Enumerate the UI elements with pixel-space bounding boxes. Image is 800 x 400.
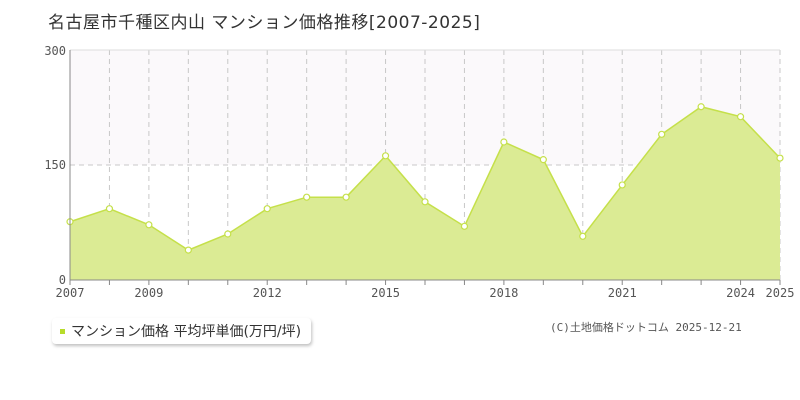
chart-title: 名古屋市千種区内山 マンション価格推移[2007-2025]	[48, 13, 481, 33]
data-point	[421, 198, 429, 206]
data-point	[224, 230, 232, 238]
x-tick-label: 2007	[56, 286, 85, 300]
data-point	[342, 193, 350, 201]
x-tick-label: 2009	[134, 286, 163, 300]
x-tick-label: 2024	[726, 286, 755, 300]
legend-swatch	[60, 328, 65, 334]
area-fill	[70, 106, 780, 280]
legend: マンション価格 平均坪単価(万円/坪)	[52, 318, 312, 344]
x-tick-label: 2025	[766, 286, 795, 300]
data-point	[500, 138, 508, 146]
x-tick-label: 2015	[371, 286, 400, 300]
data-point	[579, 232, 587, 240]
data-point	[460, 222, 469, 230]
source-credit: (C)土地価格ドットコム 2025-12-21	[550, 321, 742, 334]
data-point	[618, 181, 626, 189]
data-point	[263, 205, 271, 213]
y-tick-label: 300	[44, 44, 66, 58]
data-point	[776, 154, 784, 162]
legend-label: マンション価格 平均坪単価(万円/坪)	[71, 324, 302, 340]
data-point	[303, 193, 311, 201]
data-point	[697, 103, 705, 111]
data-point	[736, 113, 745, 121]
x-tick-label: 2012	[253, 286, 282, 300]
data-point	[105, 205, 114, 213]
x-tick-label: 2021	[608, 286, 637, 300]
y-tick-label: 0	[59, 273, 66, 287]
data-point	[145, 221, 153, 229]
data-point	[539, 156, 547, 164]
x-tick-label: 2018	[489, 286, 518, 300]
data-point	[381, 152, 390, 160]
data-point	[184, 246, 192, 254]
data-point	[658, 130, 666, 138]
y-tick-label: 150	[44, 158, 66, 172]
